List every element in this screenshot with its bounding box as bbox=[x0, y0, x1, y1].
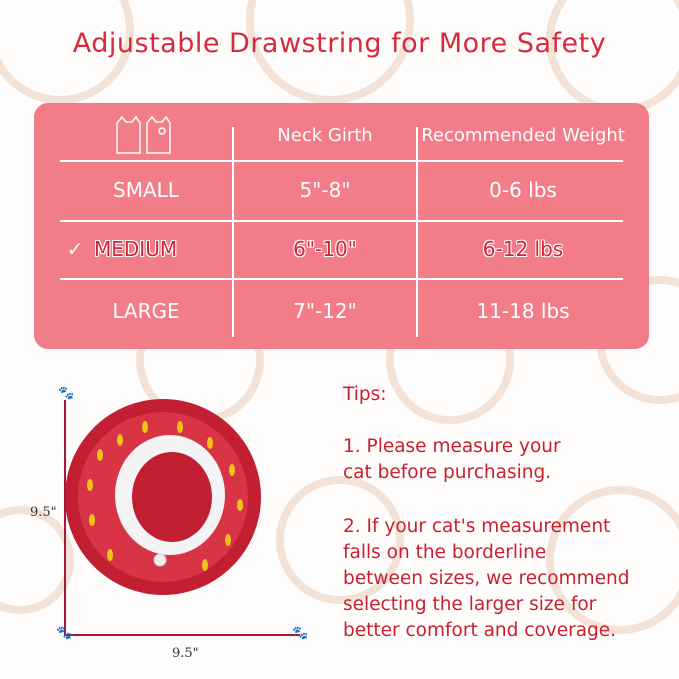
divider bbox=[60, 160, 623, 162]
paw-icon: 🐾 bbox=[56, 626, 73, 641]
tip-line: 2. If your cat's measurement bbox=[343, 516, 611, 537]
divider bbox=[232, 127, 234, 337]
size-large: LARGE bbox=[112, 299, 180, 323]
divider bbox=[60, 220, 623, 222]
girth-large: 7"-12" bbox=[293, 299, 357, 323]
size-chart-table: Neck Girth Recommended Weight SMALL 5"-8… bbox=[34, 103, 649, 349]
divider bbox=[60, 278, 623, 280]
cone-collar-image bbox=[65, 399, 261, 595]
tip-line: 1. Please measure your bbox=[343, 436, 561, 457]
cat-faces-icon bbox=[116, 115, 171, 154]
height-dimension-line bbox=[64, 400, 66, 636]
tip-line: better comfort and coverage. bbox=[343, 620, 617, 641]
paw-icon: 🐾 bbox=[292, 626, 309, 641]
tip-2: 2. If your cat's measurement falls on th… bbox=[343, 514, 630, 644]
tip-line: between sizes, we recommend bbox=[343, 568, 630, 589]
check-icon: ✓ bbox=[66, 237, 84, 261]
weight-small: 0-6 lbs bbox=[489, 178, 557, 202]
tip-1: 1. Please measure your cat before purcha… bbox=[343, 434, 561, 486]
height-label: 9.5" bbox=[30, 505, 57, 520]
tip-line: falls on the borderline bbox=[343, 542, 547, 563]
weight-medium: 6-12 lbs bbox=[482, 237, 564, 261]
header-neck-girth: Neck Girth bbox=[277, 125, 373, 146]
size-medium: MEDIUM bbox=[94, 237, 178, 261]
tip-line: selecting the larger size for bbox=[343, 594, 597, 615]
divider bbox=[416, 127, 418, 337]
tips-heading: Tips: bbox=[343, 384, 387, 405]
girth-medium: 6"-10" bbox=[293, 237, 357, 261]
page-title: Adjustable Drawstring for More Safety bbox=[72, 28, 607, 59]
girth-small: 5"-8" bbox=[299, 178, 351, 202]
paw-icon: 🐾 bbox=[58, 386, 75, 401]
weight-large: 11-18 lbs bbox=[476, 299, 570, 323]
tip-line: cat before purchasing. bbox=[343, 462, 552, 483]
width-dimension-line bbox=[64, 634, 300, 636]
width-label: 9.5" bbox=[172, 646, 199, 661]
size-small: SMALL bbox=[113, 178, 179, 202]
header-recommended-weight: Recommended Weight bbox=[421, 125, 625, 146]
